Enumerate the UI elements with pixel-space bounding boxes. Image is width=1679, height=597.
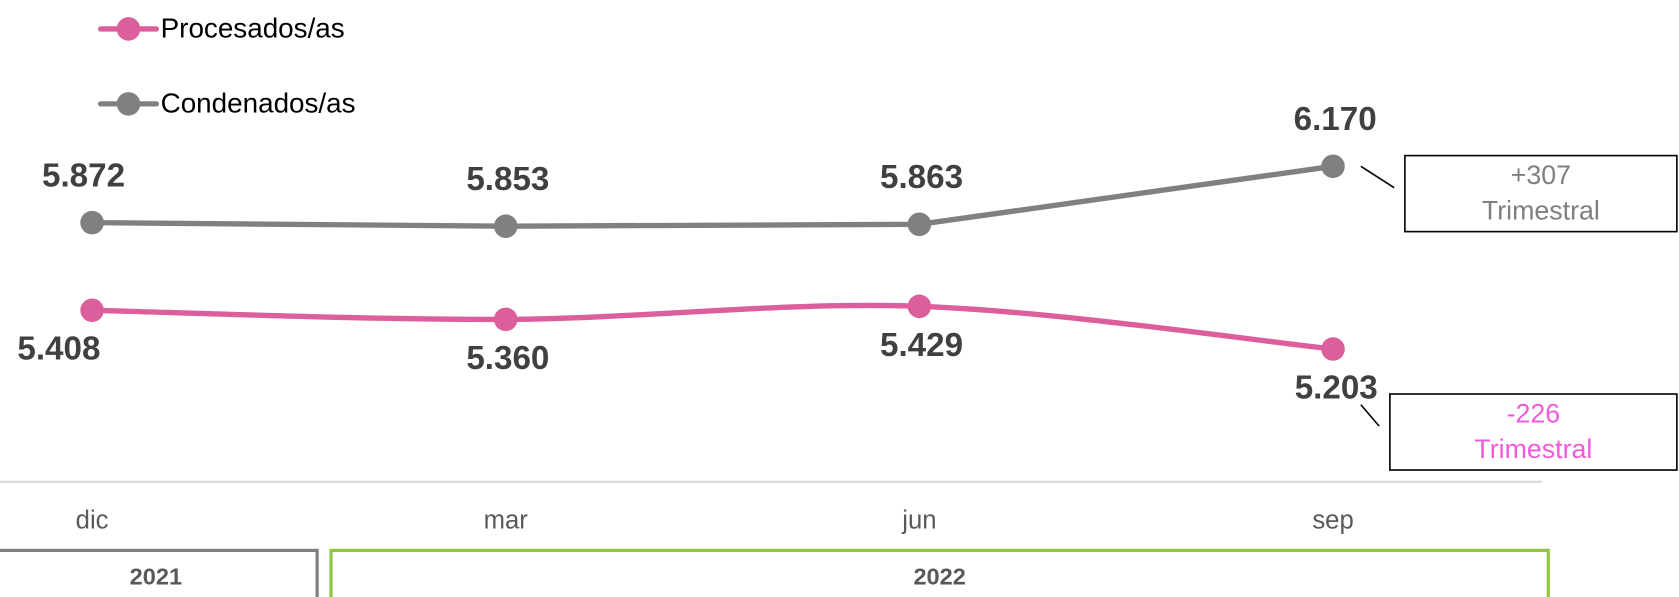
series-line — [92, 163, 1334, 229]
data-label: 5.853 — [466, 161, 549, 198]
annotation-connector — [1360, 165, 1395, 189]
x-tick-label: dic — [76, 506, 109, 534]
annotation-box — [1389, 393, 1678, 471]
x-tick-label: sep — [1312, 506, 1353, 534]
year-box — [329, 548, 1550, 597]
data-point — [80, 210, 104, 235]
data-label: 5.863 — [880, 159, 963, 196]
legend-label: Condenados/as — [161, 87, 356, 118]
data-point — [1321, 154, 1345, 179]
x-tick-label: jun — [901, 506, 936, 534]
year-box — [0, 548, 319, 597]
annotation-connector — [1360, 404, 1380, 427]
data-point — [80, 298, 104, 323]
data-label: 5.408 — [17, 331, 100, 368]
data-label: 5.429 — [880, 327, 963, 364]
annotation-text: -226 — [1507, 398, 1561, 428]
annotation-box — [1404, 154, 1678, 233]
series-line — [92, 302, 1334, 352]
data-point — [907, 294, 932, 319]
data-label: 5.360 — [466, 340, 549, 377]
legend-marker — [116, 92, 141, 116]
year-label: 2021 — [130, 563, 182, 589]
data-point — [907, 212, 932, 237]
legend-marker — [116, 17, 141, 41]
annotation-text: Trimestral — [1482, 195, 1600, 225]
data-label: 5.203 — [1295, 369, 1378, 406]
data-label: 5.872 — [42, 157, 125, 194]
legend-label: Procesados/as — [161, 12, 345, 43]
data-point — [493, 307, 518, 332]
year-label: 2022 — [913, 563, 965, 589]
annotation-text: +307 — [1511, 160, 1571, 190]
data-label: 6.170 — [1294, 101, 1377, 138]
data-point — [493, 214, 518, 238]
data-point — [1321, 337, 1345, 361]
x-tick-label: mar — [484, 506, 529, 534]
annotation-text: Trimestral — [1474, 434, 1592, 464]
